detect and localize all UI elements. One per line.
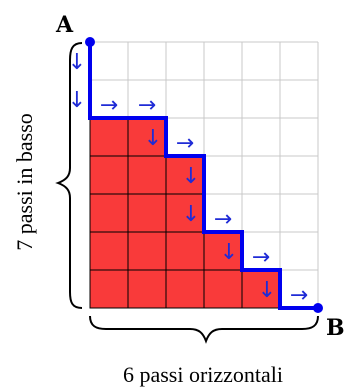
region-cell bbox=[127, 155, 167, 195]
down-arrow-icon: ↓ bbox=[258, 278, 276, 303]
vertical-steps-caption: 7 passi in basso bbox=[12, 113, 37, 251]
region-cell bbox=[89, 117, 129, 157]
region-cell bbox=[241, 269, 281, 309]
right-arrow-icon: → bbox=[100, 93, 118, 118]
vertical-brace bbox=[55, 42, 83, 309]
end-dot bbox=[313, 303, 323, 313]
down-arrow-icon: ↓ bbox=[68, 88, 86, 113]
staircase-path bbox=[85, 37, 323, 313]
right-arrow-icon: → bbox=[176, 131, 194, 156]
right-arrow-icon: → bbox=[252, 245, 270, 270]
region-cell bbox=[203, 269, 243, 309]
down-arrow-icon: ↓ bbox=[220, 240, 238, 265]
down-arrow-icon: ↓ bbox=[182, 202, 200, 227]
red-region bbox=[89, 117, 281, 309]
region-cell bbox=[165, 193, 205, 233]
end-point-label: B bbox=[326, 315, 345, 341]
start-point-label: A bbox=[55, 12, 74, 38]
region-cell bbox=[127, 269, 167, 309]
region-cell bbox=[165, 231, 205, 271]
region-cell bbox=[127, 231, 167, 271]
start-dot bbox=[85, 37, 95, 47]
region-cell bbox=[165, 155, 205, 195]
region-cell bbox=[89, 155, 129, 195]
right-arrow-icon: → bbox=[290, 283, 308, 308]
region-cell bbox=[165, 269, 205, 309]
region-cell bbox=[127, 193, 167, 233]
horizontal-steps-caption: 6 passi orizzontali bbox=[123, 362, 283, 387]
right-arrow-icon: → bbox=[214, 207, 232, 232]
down-arrow-icon: ↓ bbox=[68, 50, 86, 75]
step-arrows: ↓ ↓ → → ↓ → ↓ ↓ → ↓ → ↓ → bbox=[68, 50, 308, 308]
region-cell bbox=[89, 193, 129, 233]
down-arrow-icon: ↓ bbox=[144, 126, 162, 151]
region-cell bbox=[89, 269, 129, 309]
horizontal-brace bbox=[89, 315, 319, 344]
path-line bbox=[88, 42, 318, 310]
right-arrow-icon: → bbox=[138, 93, 156, 118]
down-arrow-icon: ↓ bbox=[182, 164, 200, 189]
region-cell bbox=[89, 231, 129, 271]
